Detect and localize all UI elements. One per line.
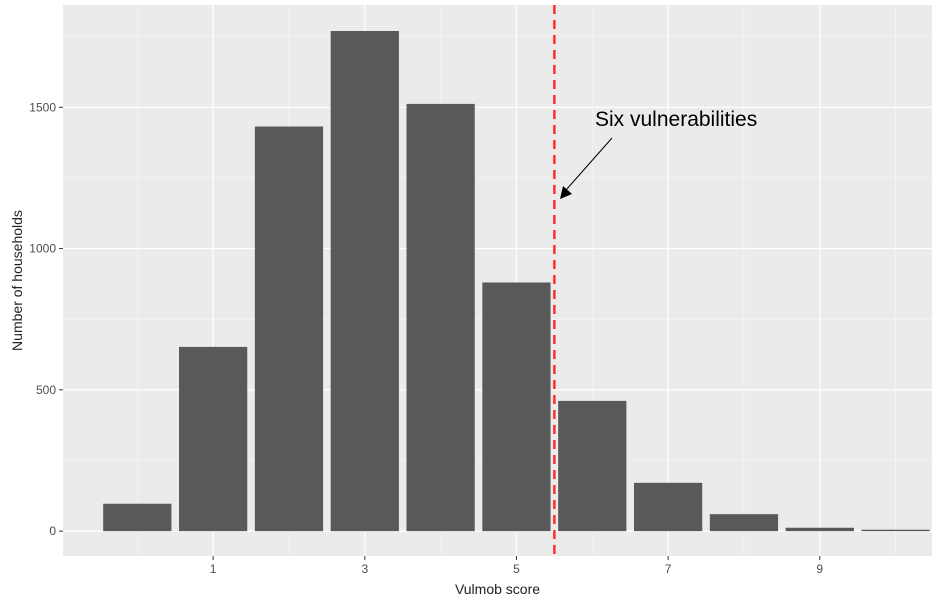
bar [482,282,551,532]
annotation-arrow [565,137,613,191]
bar [330,30,399,532]
bar [179,346,248,532]
bar [709,514,779,532]
y-axis-title: Number of households [9,210,25,351]
bars [103,30,930,532]
x-axis-title: Vulmob score [455,581,540,597]
annotation-arrowhead [560,186,572,199]
bar [254,126,324,532]
bar [558,400,627,532]
y-tick-label: 1000 [29,242,56,256]
y-tick-label: 0 [49,524,56,538]
x-tick-label: 7 [665,562,672,576]
bar [861,529,930,532]
bar [633,482,703,532]
x-tick-label: 9 [816,562,823,576]
y-tick-label: 1500 [29,100,56,114]
bar [406,103,475,532]
x-tick-label: 3 [361,562,368,576]
x-tick-label: 5 [513,562,520,576]
bar [103,503,172,532]
x-tick-label: 1 [210,562,217,576]
bar [785,527,854,532]
annotation-text: Six vulnerabilities [595,108,757,131]
y-tick-label: 500 [36,383,56,397]
axis-ticks: 1 3 5 7 9 0 500 1000 1500 [29,100,823,576]
